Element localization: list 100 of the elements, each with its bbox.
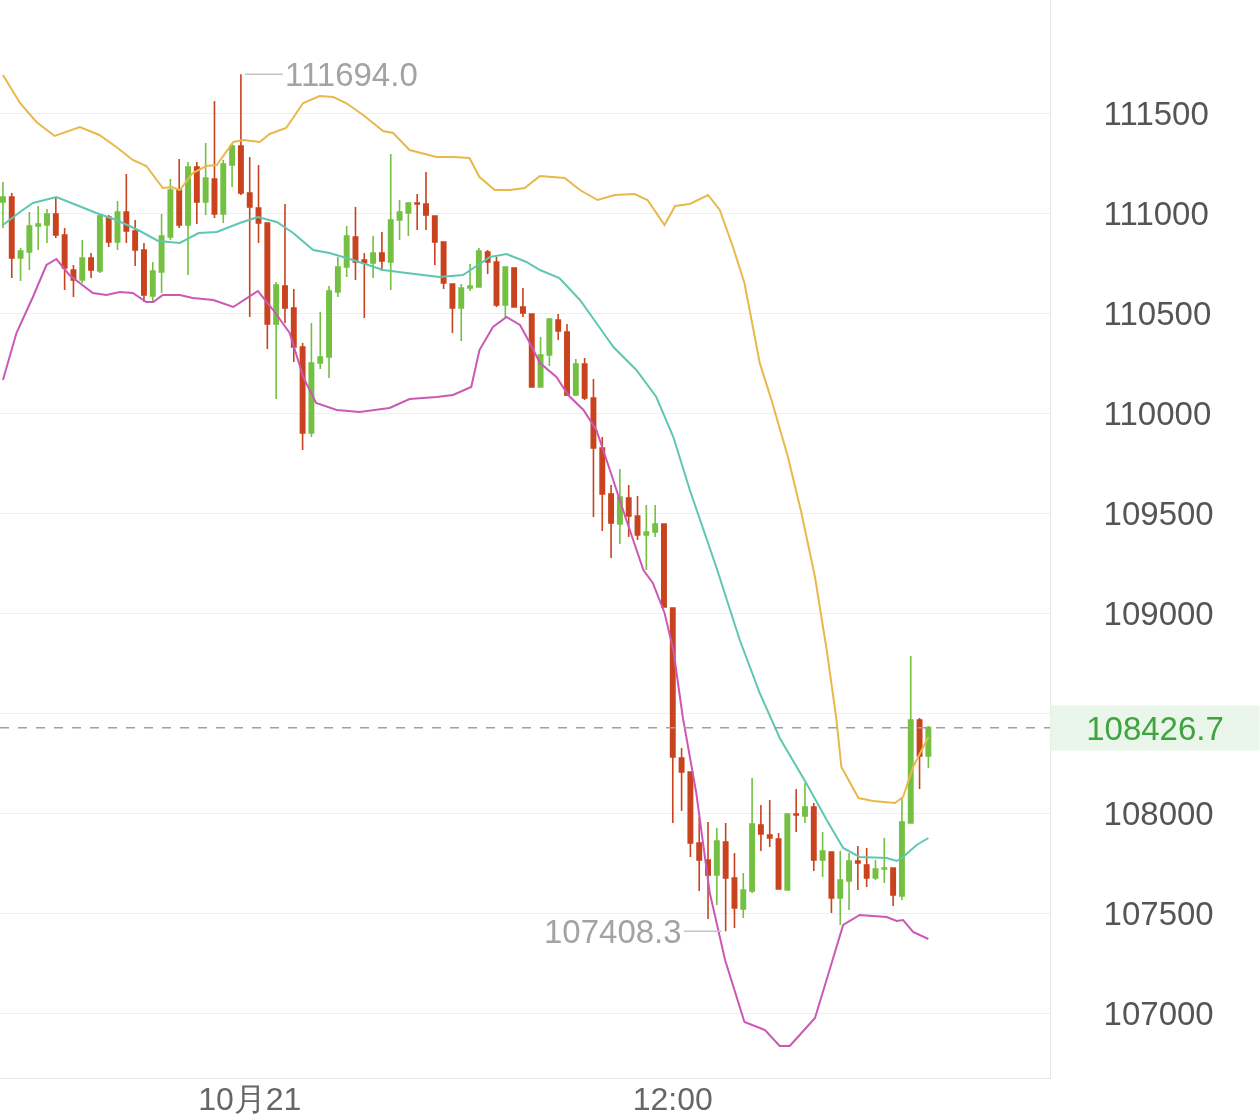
candlestick: [79, 239, 86, 284]
candlestick: [555, 313, 562, 341]
candlestick: [890, 867, 897, 907]
candlestick: [643, 504, 650, 571]
candlestick: [634, 495, 641, 541]
candlestick: [828, 851, 835, 914]
candlestick: [802, 782, 808, 824]
candlestick: [837, 850, 844, 926]
candlestick: [687, 771, 694, 858]
candlestick: [740, 872, 747, 919]
ref-line-label: 108426.7: [1086, 709, 1224, 747]
x-tick-label: 12:00: [632, 1081, 713, 1118]
candlestick: [502, 266, 509, 318]
candlestick: [229, 142, 236, 188]
candlestick: [8, 192, 15, 279]
candlestick: [96, 214, 103, 274]
candlestick: [431, 215, 438, 266]
candlestick: [793, 788, 800, 833]
candlestick: [246, 156, 253, 318]
candlestick: [290, 288, 297, 363]
y-tick-label: 109000: [1103, 594, 1214, 632]
y-tick-label: 111000: [1103, 194, 1209, 232]
candlestick: [731, 852, 738, 929]
annotation: 107408.3: [544, 913, 682, 950]
x-tick-label: 10月21: [198, 1081, 302, 1118]
candlestick: [334, 256, 341, 298]
candlestick: [784, 813, 791, 891]
candlestick: [749, 777, 756, 894]
candlestick: [819, 831, 826, 878]
y-tick-label: 107000: [1103, 994, 1214, 1032]
candlestick: [105, 214, 112, 248]
candlestick: [881, 837, 888, 884]
candlestick: [511, 267, 518, 308]
candlestick: [625, 484, 632, 538]
candlestick: [696, 816, 703, 892]
y-tick-label: 108000: [1103, 794, 1214, 832]
y-tick-label: 110500: [1103, 294, 1212, 332]
candlestick: [581, 357, 588, 401]
candlestick: [854, 845, 861, 891]
candlestick: [387, 153, 394, 291]
candlestick: [678, 747, 685, 812]
candlestick: [599, 436, 606, 532]
candlestick: [52, 197, 59, 239]
candlestick: [61, 227, 68, 291]
candlestick: [405, 202, 412, 237]
candlestick: [414, 193, 421, 231]
candlestick: [572, 358, 579, 397]
candlestick: [467, 263, 474, 292]
candlestick: [916, 717, 923, 790]
candlestick: [863, 847, 870, 888]
candlestick: [608, 484, 615, 559]
candlestick: [396, 199, 403, 241]
candlestick: [44, 208, 50, 244]
candlestick: [326, 285, 332, 379]
candlestick: [378, 231, 385, 272]
candlestick: [475, 247, 482, 288]
candlestick: [370, 235, 377, 279]
candlestick: [88, 252, 95, 279]
y-tick-label: 110000: [1103, 394, 1212, 432]
candlestick: [308, 322, 315, 438]
y-tick-label: 107500: [1103, 894, 1214, 932]
candlestick: [590, 378, 597, 518]
candlestick: [925, 725, 932, 769]
candlestick: [317, 311, 324, 370]
candlestick: [361, 252, 368, 319]
candlestick: [35, 205, 42, 251]
candlestick: [713, 827, 720, 906]
candlestick: [282, 203, 288, 324]
candlestick: [652, 504, 659, 538]
candlestick: [0, 181, 6, 229]
candlestick: [458, 283, 465, 342]
candlestick: [661, 523, 667, 608]
candlestick: [264, 222, 271, 350]
candlestick: [519, 287, 526, 318]
candlestick: [211, 100, 218, 219]
candlestick: [26, 211, 33, 271]
candlestick: [528, 313, 535, 388]
candlestick: [669, 607, 676, 824]
candlestick: [907, 655, 914, 824]
candlestick: [449, 283, 456, 334]
candlestick: [546, 317, 553, 367]
candlestick: [149, 261, 156, 302]
candlestick: [722, 822, 729, 933]
annotation: 111694.0: [285, 56, 418, 93]
candlestick: [766, 799, 773, 848]
candlestick: [132, 219, 139, 267]
candlestick: [440, 241, 447, 290]
candlestick: [167, 178, 174, 241]
candlestick: [220, 159, 227, 224]
candlestick: [193, 161, 200, 225]
candlestick: [273, 281, 280, 400]
candlestick: [158, 213, 165, 294]
candlestick: [846, 852, 853, 911]
candlestick: [537, 336, 544, 388]
candlestick: [237, 73, 244, 196]
candlestick: [255, 164, 262, 244]
y-tick-label: 111500: [1103, 94, 1209, 132]
candlestick: [775, 832, 782, 890]
candlestick: [17, 247, 24, 282]
candlestick: [810, 802, 817, 872]
